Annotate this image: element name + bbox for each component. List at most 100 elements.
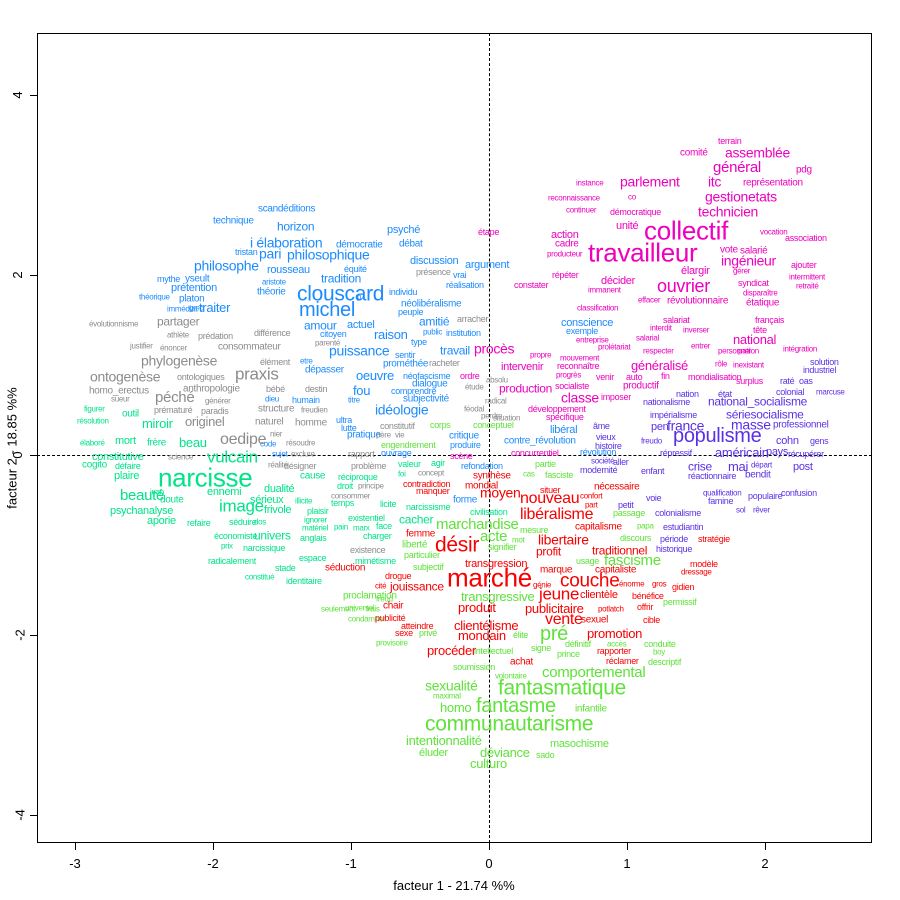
word-univers: univers: [254, 528, 291, 543]
word-situation: situation: [493, 413, 521, 423]
word-signifier: signifier: [488, 542, 517, 553]
word-technicien: technicien: [698, 203, 759, 220]
word-intellectuel: intellectuel: [474, 646, 513, 657]
word-racheter: racheter: [429, 358, 460, 369]
word-originel: originel: [185, 413, 225, 429]
word-maximal: maximal: [433, 691, 461, 701]
word-évolutionnisme: évolutionnisme: [89, 319, 139, 329]
word-mondialisation: mondialisation: [688, 372, 742, 383]
word-titre: titre: [348, 395, 360, 405]
word-état: état: [718, 389, 732, 400]
word-tradition: tradition: [321, 271, 361, 286]
word-amour: amour: [304, 318, 337, 333]
word-inverser: inverser: [683, 325, 710, 335]
word-ordre: ordre: [460, 371, 480, 382]
word-clouscard: clouscard: [297, 282, 385, 306]
word-sujet: sujet: [272, 449, 288, 459]
word-volontaire: volontaire: [495, 671, 527, 681]
word-impérialisme: impérialisme: [650, 410, 697, 421]
word-exemple: exemple: [566, 326, 598, 337]
word-âme: âme: [593, 421, 610, 432]
word-inexistant: inexistant: [733, 360, 764, 370]
word-oeuvre: oeuvre: [356, 367, 394, 383]
word-généralisé: généralisé: [631, 357, 688, 373]
word-cogito: cogito: [82, 459, 107, 471]
word-salarial: salarial: [636, 333, 659, 343]
word-boy: boy: [653, 647, 665, 657]
word-etre: etre: [300, 356, 313, 366]
word-constitutif: constitutif: [380, 421, 415, 432]
word-réclamer: réclamer: [606, 656, 639, 667]
word-révolutionnaire: révolutionnaire: [667, 295, 729, 307]
word-action: action: [551, 228, 579, 241]
word-co: co: [628, 192, 636, 202]
word-produit: produit: [458, 599, 496, 615]
word-patron: patron: [738, 346, 759, 356]
word-nationalisme: nationalisme: [643, 397, 690, 408]
word-civilisation: civilisation: [470, 507, 508, 518]
word-national: national: [733, 331, 777, 347]
x-tick: [627, 843, 628, 850]
word-destin: destin: [305, 384, 328, 395]
word-freudo: freudo: [641, 436, 662, 446]
word-productif: productif: [623, 380, 659, 392]
word-colonial: colonial: [776, 387, 805, 398]
word-narcissique: narcissique: [243, 543, 286, 554]
word-pdg: pdg: [796, 164, 812, 176]
word-constater: constater: [514, 280, 549, 291]
word-scandéditions: scandéditions: [258, 203, 316, 215]
y-tick-label: 4: [10, 91, 26, 99]
word-passage: passage: [613, 508, 645, 519]
word-parlement: parlement: [620, 173, 680, 190]
word-gidien: gidien: [672, 582, 695, 593]
word-institution: institution: [446, 328, 481, 339]
word-instance: instance: [576, 178, 604, 188]
word-gros: gros: [652, 579, 667, 589]
word-platon: platon: [179, 293, 205, 305]
word-populisme: populisme: [673, 425, 762, 447]
word-terrain: terrain: [718, 136, 742, 147]
word-travail: travail: [440, 343, 470, 358]
word-vieux: vieux: [596, 432, 616, 443]
word-interdit: interdit: [650, 323, 672, 333]
word-pré: pré: [540, 623, 569, 645]
word-sentir: sentir: [395, 350, 416, 361]
word-crise: crise: [688, 459, 712, 474]
word-ingénieur: ingénieur: [721, 252, 776, 269]
word-jeune: jeune: [539, 584, 580, 604]
word-nation: nation: [676, 389, 699, 400]
x-tick: [213, 843, 214, 850]
word-ontogenèse: ontogenèse: [90, 368, 161, 385]
word-france: france: [667, 417, 705, 434]
word-communautarisme: communautarisme: [425, 712, 594, 736]
word-conceptuel: conceptuel: [473, 420, 514, 431]
word-anthropologie: anthropologie: [183, 383, 240, 395]
word-concurrentiel: concurrentiel: [511, 448, 559, 459]
word-refondation: refondation: [461, 461, 503, 472]
word-féodal: féodal: [464, 404, 484, 414]
word-libertaire: libertaire: [538, 531, 589, 548]
word-critique: critique: [449, 430, 479, 442]
word-consommateur: consommateur: [218, 341, 281, 353]
word-étatique: étatique: [746, 297, 780, 309]
word-rousseau: rousseau: [267, 263, 310, 276]
word-etats: etats: [748, 188, 777, 205]
word-discussion: discussion: [410, 254, 459, 267]
word-atteindre: atteindre: [401, 621, 434, 632]
word-imposer: imposer: [601, 392, 631, 403]
word-parenté: parenté: [315, 338, 341, 348]
word-respecter: respecter: [643, 346, 674, 356]
word-nouveau: nouveau: [520, 490, 580, 508]
word-chair: chair: [383, 600, 404, 612]
word-mondial: mondial: [465, 480, 498, 492]
word-itc: itc: [708, 173, 722, 190]
word-traiter: traiter: [199, 299, 231, 315]
word-universel: universel: [345, 603, 375, 613]
word-existence: existence: [350, 545, 386, 556]
word-étude: étude: [465, 382, 484, 392]
word-frivole: frivole: [264, 503, 292, 516]
word-classification: classification: [577, 303, 619, 313]
x-tick: [75, 843, 76, 850]
word-intermittent: intermittent: [789, 272, 825, 282]
